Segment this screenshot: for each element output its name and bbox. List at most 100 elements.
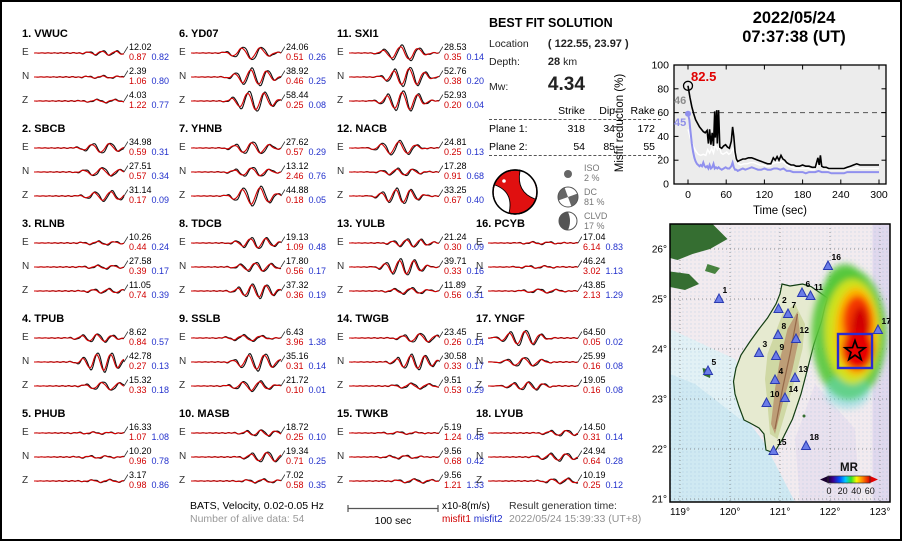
channel-label: N [476,260,484,272]
misfit1-value: 0.10 [286,385,304,395]
channel-label: E [337,331,344,343]
synthetic-trace [488,429,579,436]
misfit2-value: 0.42 [466,456,485,466]
misfit2-value: 0.24 [151,242,170,252]
station-block: 3. RLNB E 10.26 0.44 0.24 N 27.58 0.39 0.1… [22,218,180,302]
misfit1-value: 0.84 [129,337,147,347]
amplitude-value: 9.56 [444,470,462,480]
map-station-marker [713,292,725,303]
channel-label: E [179,331,186,343]
waveform-row: N 46.24 3.02 1.13 [476,254,634,278]
station-rows: E 19.13 1.09 0.48 N 17.80 0.56 0.17 Z 37.3… [179,230,337,302]
synthetic-trace [349,91,440,110]
synthetic-trace [191,354,282,370]
synthetic-trace [488,264,579,269]
misfit1-value: 0.17 [129,195,147,205]
map-station-number: 6 [806,279,811,289]
waveform-row: E 34.98 0.59 0.31 [22,135,180,159]
amplitude-value: 11.89 [444,280,466,290]
map-station-number: 1 [723,285,728,295]
time-scale-bar: 100 sec [347,504,439,527]
station-block: 17. YNGF E 64.50 0.05 0.02 N 25.99 0.16 0.… [476,313,634,397]
misfit-x-tick: 180 [794,189,812,201]
waveform-row: Z 44.88 0.18 0.05 [179,183,337,207]
synthetic-trace [191,68,282,85]
misfit1-value: 0.74 [129,290,147,300]
waveform-row: E 23.45 0.26 0.14 [337,325,495,349]
channel-label: E [179,141,186,153]
station-rows: E 14.50 0.31 0.14 N 24.94 0.64 0.28 Z 10.1… [476,420,634,492]
misfit2-value: 1.29 [605,290,624,300]
station-block: 12. NACB E 24.81 0.25 0.13 N 17.28 0.91 0.… [337,123,495,207]
misfit1-value: 0.25 [444,147,462,157]
map-station-number: 5 [712,357,717,367]
amplitude-tick [123,449,128,457]
waveform-trace [191,90,285,112]
misfit1-value: 0.36 [286,290,304,300]
amplitude-tick [123,164,128,172]
synthetic-trace [34,381,125,390]
synthetic-trace [34,50,125,56]
waveform-trace [349,235,443,248]
station-title: 14. TWGB [337,313,389,325]
station-title: 2. SBCB [22,123,66,135]
waveform-row: E 12.02 0.87 0.82 [22,40,180,64]
misfit1-value: 0.31 [286,361,304,371]
waveform-trace [34,164,128,177]
amplitude-tick [280,69,285,77]
waveform-row: N 9.56 0.68 0.42 [337,444,495,468]
channel-label: Z [337,379,344,391]
waveform-row: N 2.39 1.06 0.80 [22,64,180,88]
waveform-trace [34,259,128,270]
misfit1-value: 0.16 [583,361,601,371]
amplitude-tick [123,235,128,243]
amplitude-tick [438,188,443,196]
map-station-marker [822,259,834,270]
plane1-row: Plane 1: 318 34 172 [489,119,661,137]
waveform-trace [349,43,443,61]
channel-label: N [22,260,30,272]
synthetic-trace [34,240,125,245]
station-title: 7. YHNB [179,123,223,135]
waveform-trace [34,378,128,391]
misfit2-value: 0.25 [308,456,327,466]
station-rows: E 34.98 0.59 0.31 N 27.51 0.57 0.34 Z 31.1… [22,135,180,207]
map-station-marker [753,346,765,357]
mr-colorbar: MR 0 20 40 60 [820,462,878,496]
station-title: 16. PCYB [476,218,525,230]
synthetic-trace [349,45,440,60]
misfit2-value: 0.28 [605,456,624,466]
amplitude-value: 35.16 [286,351,309,361]
channel-label: N [337,355,345,367]
amplitude-value: 10.26 [129,232,152,242]
depth-line: Depth: 28 km [489,56,669,68]
map-lon-tick: 122° [820,507,841,518]
station-rows: E 17.04 6.14 0.83 N 46.24 3.02 1.13 Z 43.8… [476,230,634,302]
map-lat-tick: 24° [652,345,667,356]
colorbar-tick: 60 [865,486,875,496]
synthetic-trace [349,140,440,154]
amplitude-tick [280,140,285,148]
map-station-number: 12 [800,325,810,335]
station-block: 1. VWUC E 12.02 0.87 0.82 N 2.39 1.06 0.80… [22,28,180,112]
waveform-row: E 8.62 0.84 0.57 [22,325,180,349]
map-lat-tick: 23° [652,395,667,406]
waveform-row: N 27.58 0.39 0.17 [22,254,180,278]
channel-label: E [179,46,186,58]
station-block: 4. TPUB E 8.62 0.84 0.57 N 42.78 0.27 0.13… [22,313,180,397]
best-fit-panel: BEST FIT SOLUTION Location ( 122.55, 23.… [489,16,669,234]
amplitude-tick [280,378,285,386]
waveform-row: N 35.16 0.31 0.14 [179,349,337,373]
synthetic-trace [488,330,579,344]
synthetic-trace [34,430,125,435]
amplitude-value: 27.58 [129,256,152,266]
misfit2-value: 0.78 [151,456,170,466]
amplitude-value: 27.62 [286,137,309,147]
amplitude-value: 33.25 [444,185,467,195]
misfit1-value: 0.35 [444,52,462,62]
station-rows: E 21.24 0.30 0.09 N 39.71 0.33 0.16 Z 11.8… [337,230,495,302]
misfit1-value: 0.67 [444,195,462,205]
channel-label: N [337,450,345,462]
map-station-number: 9 [780,342,785,352]
misfit2-value: 0.25 [308,76,327,86]
